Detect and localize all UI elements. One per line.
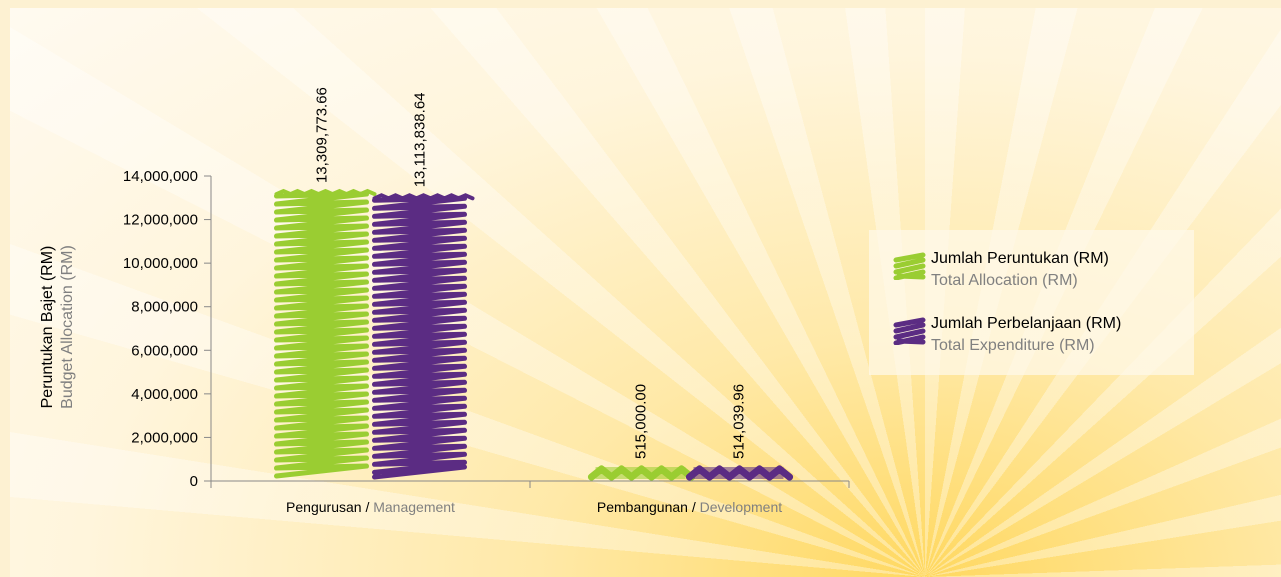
y-tick-label: 8,000,000: [131, 299, 198, 316]
bar-allocation-management: [274, 188, 377, 479]
value-label-expenditure-management: 13,113,838.64: [412, 92, 429, 187]
value-label-allocation-management: 13,309,773.66: [314, 87, 331, 183]
legend-label-allocation: Jumlah Peruntukan (RM): [931, 250, 1109, 267]
y-axis-label-en: Budget Allocation (RM): [59, 245, 76, 409]
legend: Jumlah Peruntukan (RM) Total Allocation …: [869, 230, 1194, 375]
bar-expenditure-development: [685, 465, 794, 481]
legend-swatch-allocation: [893, 252, 926, 280]
y-tick-label: 2,000,000: [131, 429, 198, 446]
legend-label-expenditure: Jumlah Perbelanjaan (RM): [931, 315, 1122, 332]
legend-swatch-expenditure: [893, 317, 926, 345]
value-label-expenditure-development: 514,039.96: [731, 384, 748, 459]
y-tick-label: 14,000,000: [123, 168, 198, 185]
y-ticks: 0 2,000,000 4,000,000 6,000,000 8,000,000 10,…: [123, 168, 211, 490]
x-ticks: [210, 481, 850, 488]
legend-sublabel-expenditure: Total Expenditure (RM): [931, 337, 1095, 354]
y-axis-label: Peruntukan Bajet (RM) Budget Allocation …: [39, 245, 76, 409]
y-tick-label: 12,000,000: [123, 212, 198, 229]
bar-expenditure-management: [372, 193, 475, 480]
bars: [274, 188, 794, 481]
y-tick-label: 0: [190, 473, 198, 490]
y-tick-label: 4,000,000: [131, 386, 198, 403]
legend-sublabel-allocation: Total Allocation (RM): [931, 272, 1078, 289]
value-labels: 13,309,773.66 13,113,838.64 515,000.00 514,…: [314, 87, 748, 459]
y-tick-label: 10,000,000: [123, 255, 198, 272]
value-label-allocation-development: 515,000.00: [633, 384, 650, 459]
y-tick-label: 6,000,000: [131, 342, 198, 359]
bar-allocation-development: [587, 465, 696, 481]
y-axis-label-ms: Peruntukan Bajet (RM): [39, 246, 56, 409]
category-label-management: Pengurusan / Management: [286, 499, 455, 515]
category-label-development: Pembangunan / Development: [597, 499, 782, 515]
category-labels: Pengurusan / Management Pembangunan / Dev…: [286, 499, 782, 515]
